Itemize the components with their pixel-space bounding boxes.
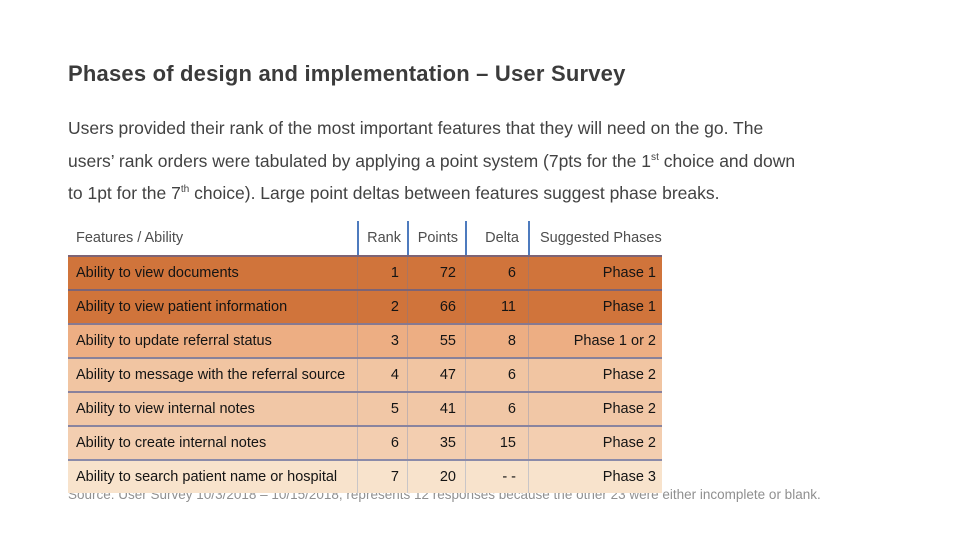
- table-row: Ability to search patient name or hospit…: [68, 459, 662, 493]
- col-header-features-ability: Features / Ability: [76, 230, 184, 246]
- cell-feature: Ability to view internal notes: [76, 401, 255, 417]
- cell-delta: 15: [465, 427, 528, 459]
- cell-delta: 6: [465, 257, 528, 289]
- cell-rank: 2: [357, 291, 407, 323]
- cell-rank: 6: [357, 427, 407, 459]
- cell-suggested-phase: Phase 2: [528, 427, 662, 459]
- cell-points: 35: [407, 427, 465, 459]
- features-table: Features / Ability Rank Points Delta Sug…: [68, 221, 662, 493]
- cell-suggested-phase: Phase 2: [528, 359, 662, 391]
- table-row: Ability to view patient information 2 66…: [68, 289, 662, 323]
- table-row: Ability to view internal notes 5 41 6 Ph…: [68, 391, 662, 425]
- cell-points: 20: [407, 461, 465, 493]
- cell-rank: 4: [357, 359, 407, 391]
- cell-points: 72: [407, 257, 465, 289]
- table-row: Ability to message with the referral sou…: [68, 357, 662, 391]
- intro-paragraph: Users provided their rank of the most im…: [68, 112, 938, 210]
- cell-rank: 7: [357, 461, 407, 493]
- cell-points: 47: [407, 359, 465, 391]
- table-row: Ability to create internal notes 6 35 15…: [68, 425, 662, 459]
- cell-suggested-phase: Phase 1: [528, 291, 662, 323]
- cell-rank: 5: [357, 393, 407, 425]
- table-row: Ability to update referral status 3 55 8…: [68, 323, 662, 357]
- table-header-row: Features / Ability Rank Points Delta Sug…: [68, 221, 662, 255]
- cell-rank: 1: [357, 257, 407, 289]
- ordinal-superscript-st: st: [651, 151, 659, 163]
- cell-rank: 3: [357, 325, 407, 357]
- cell-delta: - -: [465, 461, 528, 493]
- cell-feature: Ability to create internal notes: [76, 435, 267, 451]
- cell-feature: Ability to view patient information: [76, 299, 288, 315]
- page-title: Phases of design and implementation – Us…: [68, 61, 626, 86]
- cell-delta: 11: [465, 291, 528, 323]
- ordinal-superscript-th: th: [180, 184, 190, 196]
- intro-line-3: to 1pt for the 7: [68, 183, 181, 203]
- cell-points: 55: [407, 325, 465, 357]
- cell-delta: 6: [465, 359, 528, 391]
- cell-points: 41: [407, 393, 465, 425]
- cell-feature: Ability to update referral status: [76, 333, 272, 349]
- cell-feature: Ability to view documents: [76, 265, 239, 281]
- intro-line-1: Users provided their rank of the most im…: [68, 118, 764, 138]
- cell-delta: 6: [465, 393, 528, 425]
- cell-points: 66: [407, 291, 465, 323]
- cell-suggested-phase: Phase 3: [528, 461, 662, 493]
- cell-suggested-phase: Phase 1: [528, 257, 662, 289]
- cell-delta: 8: [465, 325, 528, 357]
- table-row: Ability to view documents 1 72 6 Phase 1: [68, 255, 662, 289]
- cell-suggested-phase: Phase 2: [528, 393, 662, 425]
- cell-feature: Ability to message with the referral sou…: [76, 367, 346, 383]
- col-header-suggested-phases: Suggested Phases: [528, 221, 662, 255]
- intro-line-2-cont: choice and down: [658, 150, 796, 171]
- table-body: Ability to view documents 1 72 6 Phase 1…: [68, 255, 662, 493]
- col-header-delta: Delta: [465, 221, 528, 255]
- col-header-rank: Rank: [357, 221, 407, 255]
- cell-suggested-phase: Phase 1 or 2: [528, 325, 662, 357]
- intro-line-2: users’ rank orders were tabulated by app…: [68, 150, 651, 171]
- intro-line-3-cont: choice). Large point deltas between feat…: [189, 183, 720, 203]
- col-header-points: Points: [407, 221, 465, 255]
- cell-feature: Ability to search patient name or hospit…: [76, 469, 338, 485]
